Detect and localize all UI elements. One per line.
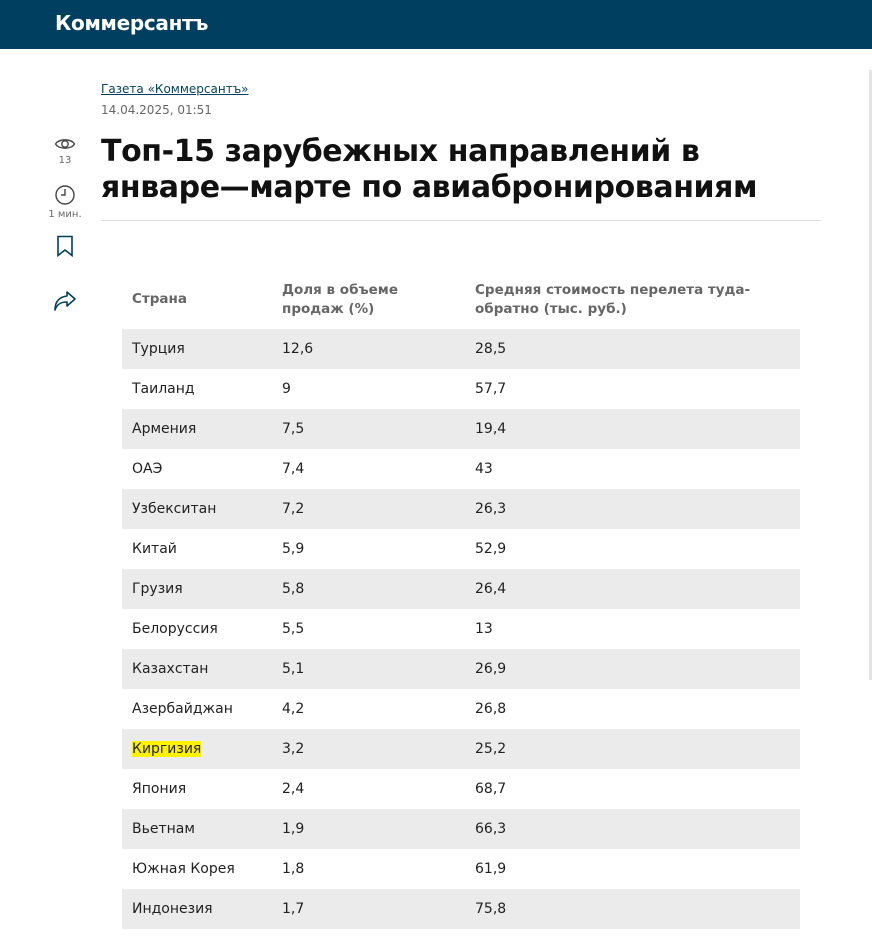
- cell-country: Грузия: [122, 569, 272, 609]
- site-header: Коммерсантъ: [0, 0, 872, 49]
- cell-share: 7,2: [272, 489, 465, 529]
- cell-country: Южная Корея: [132, 861, 235, 877]
- cell-country: Вьетнам: [122, 809, 272, 849]
- cell-price: 52,9: [475, 541, 507, 557]
- cell-share: 4,2: [282, 701, 305, 717]
- table-header-row: Страна Доля в объеме продаж (%) Средняя …: [122, 270, 800, 329]
- cell-share: 5,1: [272, 649, 465, 689]
- table-row: Азербайджан 4,2 26,8: [122, 689, 800, 729]
- cell-price: 61,9: [475, 861, 507, 877]
- table-row: Индонезия 1,7 75,8: [122, 889, 800, 929]
- cell-country: ОАЭ: [132, 461, 163, 477]
- cell-price: 19,4: [465, 409, 800, 449]
- cell-share: 7,4: [282, 461, 305, 477]
- page-edge-divider: [869, 70, 872, 680]
- cell-price: 43: [475, 461, 493, 477]
- eye-icon: [54, 139, 76, 149]
- cell-country: Белоруссия: [132, 621, 218, 637]
- cell-share: 5,5: [282, 621, 305, 637]
- clock-icon: [55, 185, 75, 205]
- cell-price: 26,8: [475, 701, 507, 717]
- bookmark-icon: [57, 235, 73, 257]
- cell-price: 26,3: [465, 489, 800, 529]
- cell-country: Казахстан: [122, 649, 272, 689]
- views-count: 13: [58, 155, 72, 166]
- cell-share: 1,7: [272, 889, 465, 929]
- cell-price: 25,2: [465, 729, 800, 769]
- column-header-price: Средняя стоимость перелета туда-обратно …: [475, 281, 751, 317]
- table-row: Армения 7,5 19,4: [122, 409, 800, 449]
- table-row: Казахстан 5,1 26,9: [122, 649, 800, 689]
- table-row: Грузия 5,8 26,4: [122, 569, 800, 609]
- cell-country: Индонезия: [122, 889, 272, 929]
- highlighted-country: Киргизия: [132, 741, 202, 757]
- column-header-share: Доля в объеме продаж (%): [282, 281, 398, 317]
- table-row: Узбекситан 7,2 26,3: [122, 489, 800, 529]
- cell-country: Узбекситан: [122, 489, 272, 529]
- destinations-table: Страна Доля в объеме продаж (%) Средняя …: [122, 270, 800, 929]
- cell-price: 13: [475, 621, 493, 637]
- site-logo[interactable]: Коммерсантъ: [55, 11, 209, 35]
- publish-date: 14.04.2025, 01:51: [101, 103, 212, 117]
- table-row: Китай 5,9 52,9: [122, 529, 800, 569]
- cell-country: Армения: [122, 409, 272, 449]
- table-row: Южная Корея 1,8 61,9: [122, 849, 800, 889]
- cell-country: Таиланд: [132, 381, 195, 397]
- cell-country: Турция: [122, 329, 272, 369]
- share-button[interactable]: [40, 290, 90, 312]
- cell-country: Япония: [132, 781, 187, 797]
- source-link[interactable]: Газета «Коммерсантъ»: [101, 82, 249, 96]
- table-row: Киргизия 3,2 25,2: [122, 729, 800, 769]
- cell-country: Китай: [132, 541, 177, 557]
- table-row: Белоруссия 5,5 13: [122, 609, 800, 649]
- cell-price: 57,7: [475, 381, 507, 397]
- cell-share: 1,8: [282, 861, 305, 877]
- cell-share: 5,8: [272, 569, 465, 609]
- cell-share: 5,9: [282, 541, 305, 557]
- table-row: Турция 12,6 28,5: [122, 329, 800, 369]
- views-counter: 13: [40, 136, 90, 166]
- column-header-country: Страна: [132, 291, 187, 307]
- title-divider: [101, 220, 821, 221]
- cell-country: Киргизия: [122, 729, 272, 769]
- cell-share: 9: [282, 381, 291, 397]
- table-row: Япония 2,4 68,7: [122, 769, 800, 809]
- cell-price: 28,5: [465, 329, 800, 369]
- cell-price: 68,7: [475, 781, 507, 797]
- table-row: Таиланд 9 57,7: [122, 369, 800, 409]
- cell-share: 2,4: [282, 781, 305, 797]
- read-time-label: 1 мин.: [48, 209, 82, 220]
- cell-country: Азербайджан: [132, 701, 233, 717]
- table-row: ОАЭ 7,4 43: [122, 449, 800, 489]
- cell-share: 1,9: [272, 809, 465, 849]
- cell-price: 75,8: [465, 889, 800, 929]
- article-title: Топ-15 зарубежных направлений в январе—м…: [101, 134, 758, 205]
- read-time: 1 мин.: [40, 184, 90, 220]
- table-body: Турция 12,6 28,5 Таиланд 9 57,7 Армения 7,5 19,4…: [122, 329, 800, 929]
- table-row: Вьетнам 1,9 66,3: [122, 809, 800, 849]
- cell-price: 26,9: [465, 649, 800, 689]
- share-icon: [54, 291, 76, 311]
- bookmark-button[interactable]: [40, 235, 90, 257]
- cell-price: 26,4: [465, 569, 800, 609]
- cell-share: 12,6: [272, 329, 465, 369]
- cell-price: 66,3: [465, 809, 800, 849]
- cell-share: 7,5: [272, 409, 465, 449]
- cell-share: 3,2: [272, 729, 465, 769]
